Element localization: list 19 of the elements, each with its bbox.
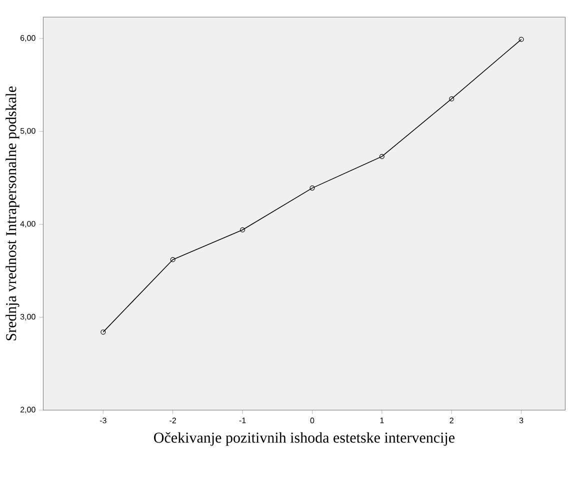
point	[310, 186, 315, 191]
x-axis-title: Očekivanje pozitivnih ishoda estetske intervencije	[154, 432, 455, 446]
x-tick-label: -2	[170, 418, 176, 424]
point	[379, 154, 384, 159]
y-tick-label: 2,00	[20, 406, 36, 414]
y-tick-label: 6,00	[20, 35, 36, 42]
y-axis-title: Srednja vrednost Intrapersonalne podskale	[6, 86, 20, 340]
x-tick-label: -1	[239, 418, 246, 424]
point	[240, 227, 246, 232]
x-tick-label: 1	[380, 418, 384, 424]
x-tick-label: 3	[519, 418, 524, 424]
y-tick-label: 3,00	[20, 314, 36, 320]
x-tick-label: 2	[450, 418, 454, 424]
x-tick-label: -3	[100, 418, 106, 424]
point	[170, 257, 176, 262]
x-tick-label: 0	[310, 418, 314, 424]
point	[449, 96, 454, 102]
y-tick-label: 4,00	[20, 220, 36, 228]
y-tick-label: 5,00	[20, 128, 36, 135]
